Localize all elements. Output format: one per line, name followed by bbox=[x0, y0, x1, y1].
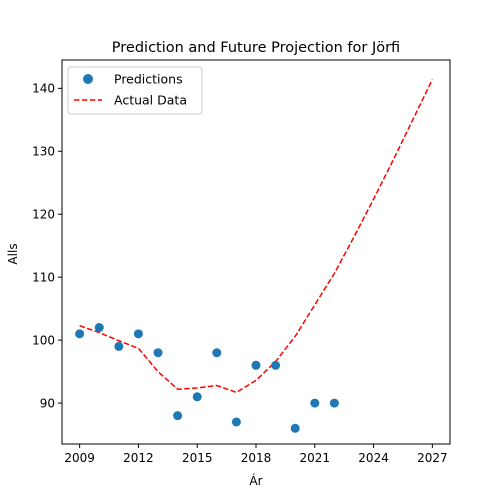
data-point bbox=[192, 392, 202, 402]
x-tick-label: 2027 bbox=[417, 451, 448, 465]
x-tick-label: 2024 bbox=[358, 451, 389, 465]
legend-label-predictions: Predictions bbox=[114, 72, 183, 87]
x-axis-label: Ár bbox=[249, 473, 262, 488]
data-point bbox=[251, 360, 261, 370]
y-tick-label: 130 bbox=[32, 145, 55, 159]
x-tick-label: 2021 bbox=[300, 451, 331, 465]
data-point bbox=[271, 360, 281, 370]
data-point bbox=[114, 341, 124, 351]
series-line-actual-data bbox=[79, 79, 434, 394]
x-tick-label: 2012 bbox=[123, 451, 154, 465]
data-point bbox=[153, 348, 163, 358]
x-tick-label: 2015 bbox=[182, 451, 213, 465]
x-tick-label: 2009 bbox=[64, 451, 95, 465]
y-tick-label: 110 bbox=[32, 270, 55, 284]
y-axis-label: Alls bbox=[6, 243, 20, 264]
data-point bbox=[173, 411, 183, 421]
plot-layer bbox=[75, 79, 434, 433]
y-tick-label: 140 bbox=[32, 82, 55, 96]
data-point bbox=[133, 329, 143, 339]
data-point bbox=[290, 423, 300, 433]
data-point bbox=[329, 398, 339, 408]
x-tick-label: 2018 bbox=[241, 451, 272, 465]
y-tick-label: 100 bbox=[32, 333, 55, 347]
data-point bbox=[231, 417, 241, 427]
legend-box bbox=[67, 66, 203, 115]
y-tick-label: 120 bbox=[32, 208, 55, 222]
legend-label-actual-data: Actual Data bbox=[114, 93, 187, 108]
plot-frame bbox=[61, 59, 451, 445]
legend: Predictions Actual Data bbox=[67, 66, 203, 115]
chart-title: Prediction and Future Projection for Jör… bbox=[112, 40, 400, 56]
legend-marker-predictions bbox=[83, 74, 93, 84]
data-point bbox=[75, 329, 85, 339]
data-point bbox=[310, 398, 320, 408]
y-tick-label: 90 bbox=[40, 396, 55, 410]
data-point bbox=[212, 348, 222, 358]
data-point bbox=[94, 323, 104, 333]
axes-layer: 2009 2012 2015 2018 2021 2024 2027 90 100 110 120 1… bbox=[32, 82, 448, 465]
